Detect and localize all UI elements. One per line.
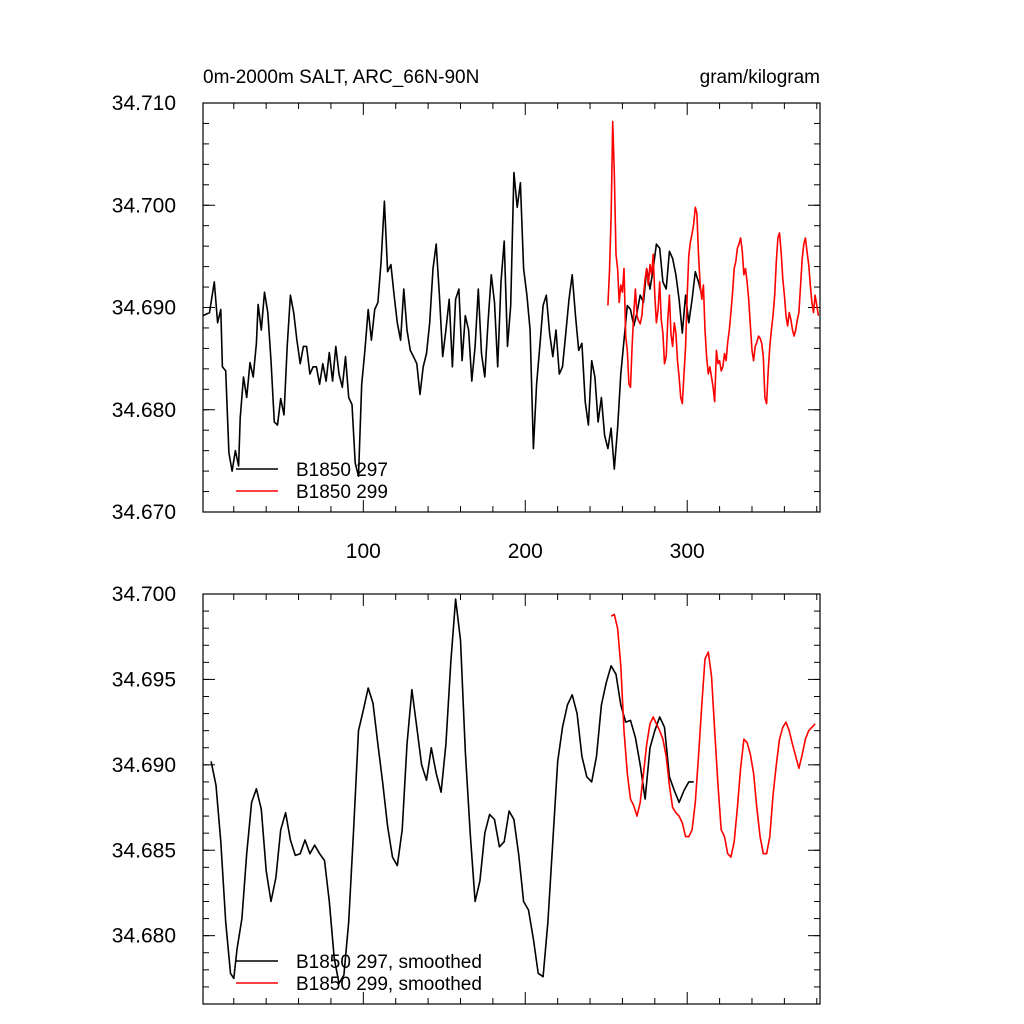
- series-line-b1850-297: [202, 171, 703, 478]
- series-line-b1850-297: [210, 598, 694, 985]
- top-series-lines: [202, 120, 820, 478]
- y-tick-label: 34.680: [112, 925, 176, 948]
- series-line-b1850-299: [607, 120, 820, 405]
- y-tick-label: 34.695: [112, 668, 176, 691]
- top-ticks: 34.670 34.680 34.690 34.700 34.710 100 200 300: [112, 92, 820, 563]
- y-tick-label: 34.710: [112, 92, 176, 115]
- y-tick-label: 34.690: [112, 297, 176, 320]
- legend-label: B1850 297, smoothed: [296, 952, 482, 973]
- legend-label: B1850 297: [296, 460, 388, 481]
- y-tick-label: 34.690: [112, 754, 176, 777]
- y-tick-label: 34.685: [112, 839, 176, 862]
- bottom-panel: 34.680 34.685 34.690 34.695 34.700 B1850 297…: [112, 583, 821, 1005]
- legend-label: B1850 299, smoothed: [296, 974, 482, 995]
- bottom-series-lines: [210, 598, 816, 985]
- bottom-ticks: 34.680 34.685 34.690 34.695 34.700: [112, 583, 820, 1005]
- x-tick-label: 200: [508, 540, 543, 563]
- legend-label: B1850 299: [296, 482, 388, 503]
- top-panel: 0m-2000m SALT, ARC_66N-90N gram/kilogram…: [112, 67, 821, 563]
- series-line-b1850-299: [610, 613, 816, 858]
- y-tick-label: 34.670: [112, 501, 176, 524]
- x-tick-label: 300: [670, 540, 705, 563]
- y-tick-label: 34.700: [112, 583, 176, 606]
- top-title-left: 0m-2000m SALT, ARC_66N-90N: [203, 67, 479, 88]
- y-tick-label: 34.700: [112, 194, 176, 217]
- top-title-right: gram/kilogram: [700, 67, 820, 88]
- y-tick-label: 34.680: [112, 399, 176, 422]
- x-tick-label: 100: [346, 540, 381, 563]
